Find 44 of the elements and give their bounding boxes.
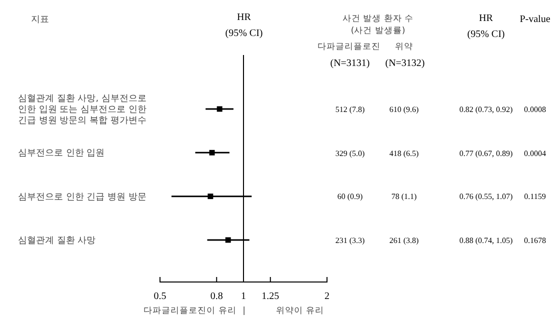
text: 261 (3.8) xyxy=(389,236,419,245)
text: | xyxy=(242,306,246,316)
text: (N=3131) xyxy=(330,58,370,69)
text: 78 (1.1) xyxy=(391,192,417,201)
text: 위약이 유리 xyxy=(276,306,324,316)
y-tick-label: 심부전으로 인한 입원 xyxy=(18,148,105,159)
text: 329 (5.0) xyxy=(335,149,365,158)
point xyxy=(208,194,214,200)
x-tick-label: 2 xyxy=(324,291,330,302)
text: 418 (6.5) xyxy=(389,149,419,158)
text: HR xyxy=(237,12,252,23)
text: 위약 xyxy=(395,42,413,52)
x-tick-label: 1 xyxy=(241,291,246,302)
x-tick-label: 0.5 xyxy=(154,291,166,302)
text: 512 (7.8) xyxy=(335,105,365,114)
text: P-value xyxy=(520,14,551,25)
point xyxy=(216,106,222,112)
x-tick-label: 0.8 xyxy=(210,291,223,302)
y-tick-label: 심혈관계 질환 사망, 심부전으로 인한 입원 또는 심부전으로 인한 긴급 병원 방문의 복합 평가변수 xyxy=(18,94,146,126)
text: 60 (0.9) xyxy=(337,192,363,201)
text: (95% CI) xyxy=(467,29,505,40)
y-axis-title: 지표 xyxy=(31,15,49,25)
y-tick-label: 심혈관계 질환 사망 xyxy=(18,236,96,246)
text: 다파글리플로진 xyxy=(318,42,380,52)
point xyxy=(209,150,215,156)
text: (사건 발생률) xyxy=(350,26,406,36)
text: 0.1159 xyxy=(524,192,546,201)
text: 0.88 (0.74, 1.05) xyxy=(459,236,513,245)
text: 사건 발생 환자 수 xyxy=(342,14,414,24)
text: 0.77 (0.67, 0.89) xyxy=(459,149,513,158)
point xyxy=(225,237,231,243)
text: 0.1678 xyxy=(524,236,546,245)
text: (N=3132) xyxy=(385,58,425,69)
text: 0.76 (0.55, 1.07) xyxy=(459,192,513,201)
text: 610 (9.6) xyxy=(389,105,419,114)
y-tick-label: 심부전으로 인한 긴급 병원 방문 xyxy=(18,192,146,202)
text: 0.82 (0.73, 0.92) xyxy=(459,105,513,114)
text: 다파글리플로진이 유리 xyxy=(144,306,236,316)
text: 0.0004 xyxy=(524,149,546,158)
x-tick-label: 1.25 xyxy=(262,291,280,302)
text: (95% CI) xyxy=(225,28,263,39)
text: HR xyxy=(479,13,494,24)
text: 231 (3.3) xyxy=(335,236,365,245)
text: 0.0008 xyxy=(524,105,546,114)
